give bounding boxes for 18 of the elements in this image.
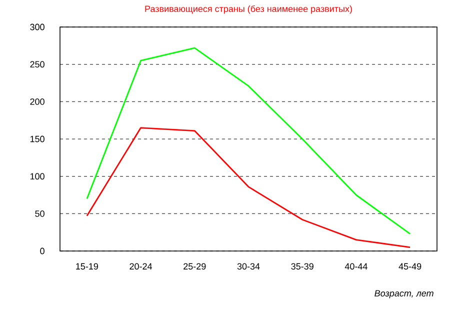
y-tick-label: 50	[35, 210, 44, 217]
y-tick-label: 100	[30, 173, 44, 180]
line-series	[86, 47, 411, 235]
x-tick-label: 35-39	[291, 263, 314, 270]
y-tick-label: 150	[30, 136, 44, 142]
line-series	[86, 127, 411, 248]
x-tick-label: 25-29	[184, 263, 206, 270]
y-tick-label: 0	[40, 248, 44, 254]
chart-title: Развивающиеся страны (без наименее развитых)	[145, 5, 352, 14]
y-tick-label: 250	[30, 61, 44, 68]
y-tick-label: 300	[30, 24, 44, 30]
x-tick-label: 20-24	[130, 263, 152, 270]
x-tick-label: 30-34	[237, 263, 260, 270]
x-axis-title: Возраст, лет	[374, 290, 434, 298]
x-tick-label: 45-49	[398, 263, 422, 270]
x-tick-label: 40-44	[344, 263, 368, 270]
x-tick-label: 15-19	[76, 263, 98, 270]
y-tick-label: 200	[30, 98, 44, 105]
